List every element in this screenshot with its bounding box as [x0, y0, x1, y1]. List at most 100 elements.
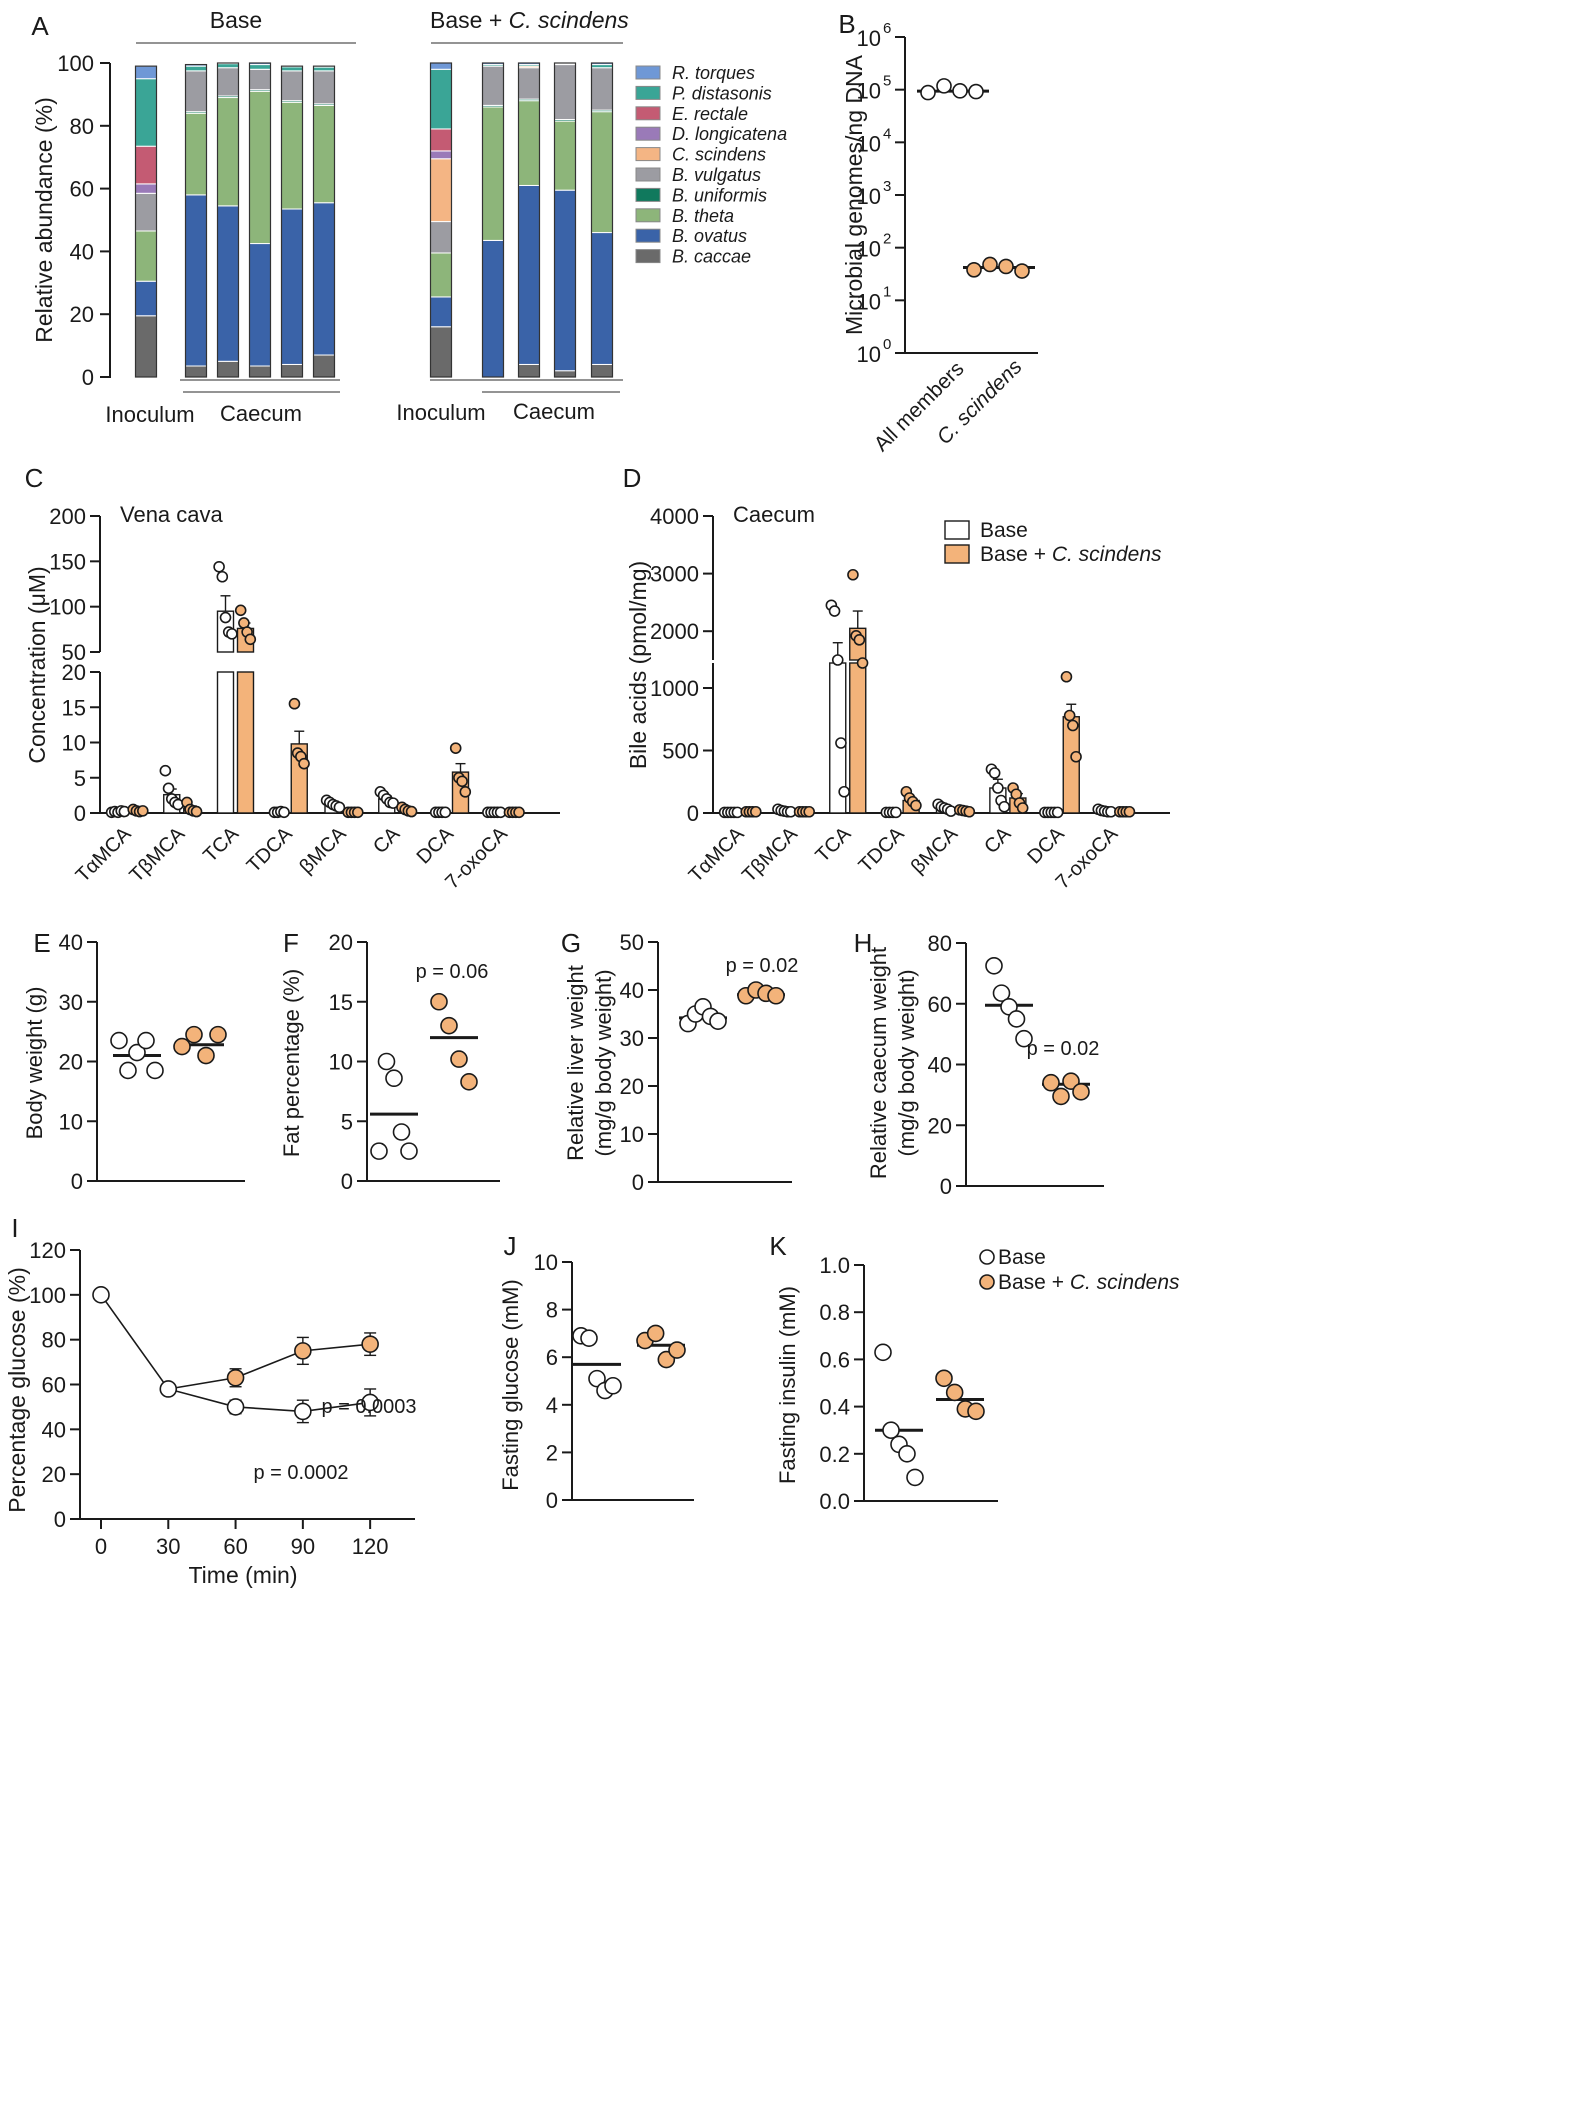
y-tick-label: 500 — [662, 739, 699, 764]
bar — [216, 671, 235, 814]
legend-swatch-d_longicatena — [635, 126, 661, 141]
y-tick-label: 50 — [62, 640, 86, 665]
bar-outline — [481, 62, 505, 378]
legend-swatch-b_ovatus — [635, 228, 661, 243]
data-point — [898, 1445, 916, 1463]
y-tick-label: 80 — [42, 1328, 66, 1353]
bar-outline — [553, 62, 577, 378]
y-tick-label: 10 — [620, 1122, 644, 1147]
data-point — [1062, 1072, 1080, 1091]
y-axis-label-h: Relative caecum weight — [866, 947, 891, 1179]
data-point — [1063, 709, 1076, 722]
bar-segment-b_ovatus — [217, 205, 239, 362]
legend-label-base-k: Base — [998, 1246, 1046, 1269]
panel-label-e: E — [33, 928, 50, 958]
x-label-caecum-cs: Caecum — [513, 399, 595, 424]
data-point — [146, 1061, 164, 1080]
data-point — [449, 742, 462, 754]
y-tick-label: 10 — [59, 1109, 83, 1134]
y-tick-label: 0 — [54, 1507, 66, 1532]
y-tick-label: 1.0 — [819, 1253, 850, 1278]
data-point — [459, 786, 472, 798]
y-tick-base-b: 10 — [857, 342, 881, 367]
bar-segment-b_ovatus — [591, 232, 613, 365]
panel-label-g: G — [561, 928, 581, 958]
panel-label-k: K — [769, 1231, 787, 1261]
bar-segment-b_theta — [135, 230, 157, 282]
bar-segment-b_caccae — [249, 365, 271, 378]
legend-swatch-b_uniformis — [635, 187, 661, 202]
y-axis-label-f: Fat percentage (%) — [279, 969, 304, 1157]
panel-label-a: A — [31, 11, 49, 41]
data-point — [173, 1037, 191, 1056]
y-tick-label: 100 — [49, 595, 86, 620]
y-tick-label: 20 — [59, 1050, 83, 1075]
y-tick-label: 150 — [49, 549, 86, 574]
data-point-i — [159, 1380, 178, 1398]
legend-label-cs-k: Base + C. scindens — [998, 1271, 1180, 1294]
x-label-inoculum-cs: Inoculum — [396, 400, 485, 425]
legend-label-cs-d-italic: C. scindens — [1052, 543, 1162, 566]
bar-segment-d_longicatena — [430, 150, 452, 160]
x-label: TβMCA — [738, 823, 802, 887]
y-tick-label-a: 40 — [70, 239, 94, 264]
y-tick-label: 50 — [620, 930, 644, 955]
bar-segment-b_theta — [518, 100, 540, 186]
data-point — [668, 1341, 686, 1359]
y-axis-label-i: Percentage glucose (%) — [4, 1267, 30, 1512]
data-point — [370, 1142, 388, 1160]
data-point — [1007, 1010, 1026, 1028]
legend-swatch-r_torques — [635, 65, 661, 80]
bar-segment-b_theta — [281, 101, 303, 210]
y-tick-label: 2000 — [650, 619, 699, 644]
bar-segment-b_caccae — [281, 363, 303, 378]
series-line-0 — [100, 1294, 371, 1413]
y-axis-label-e: Body weight (g) — [22, 987, 47, 1140]
y-tick-label: 5 — [341, 1109, 353, 1134]
bar — [849, 662, 867, 814]
bar-outline — [134, 65, 158, 378]
y-axis-label-k: Fasting insulin (mM) — [775, 1286, 800, 1484]
y-tick-label: 20 — [62, 660, 86, 685]
data-point — [882, 1421, 900, 1439]
bar-outline — [590, 62, 614, 378]
bar-segment-b_theta — [185, 112, 207, 196]
bar-outline — [429, 62, 453, 378]
y-tick-label: 5 — [74, 766, 86, 791]
legend-label-b_uniformis: B. uniformis — [672, 185, 767, 205]
y-axis-label-g: Relative liver weight — [563, 965, 588, 1161]
data-point-b — [1014, 263, 1030, 279]
y-axis-label-d: Bile acids (pmol/mg) — [625, 561, 651, 769]
y-tick-exp-b: 0 — [883, 336, 891, 353]
data-point — [234, 604, 247, 617]
bar-segment-b_theta — [430, 252, 452, 298]
data-point — [906, 1468, 924, 1487]
y-tick-label: 0.2 — [819, 1442, 850, 1467]
x-tick-label: 30 — [156, 1534, 180, 1559]
bar-segment-b_ovatus — [281, 208, 303, 365]
data-point — [128, 1043, 146, 1062]
bar-outline — [312, 65, 336, 378]
group-title-base: Base — [210, 7, 262, 33]
data-point — [405, 805, 418, 818]
x-label: TDCA — [243, 823, 298, 878]
bar-segment-b_ovatus — [185, 194, 207, 367]
data-point — [838, 785, 850, 798]
x-label: DCA — [413, 823, 459, 869]
p-value-i-2: p = 0.0003 — [321, 1396, 416, 1418]
x-label: CA — [980, 823, 1016, 859]
data-point — [890, 806, 902, 819]
data-point — [998, 800, 1011, 813]
y-tick-label: 20 — [928, 1113, 952, 1138]
bar-outline — [280, 65, 304, 378]
x-label: DCA — [1023, 823, 1069, 869]
bar-segment-b_ovatus — [554, 189, 576, 372]
y-tick-label: 40 — [928, 1053, 952, 1078]
data-point — [992, 984, 1011, 1002]
data-point — [162, 782, 175, 795]
y-tick-label: 6 — [546, 1345, 558, 1370]
y-tick-label: 3000 — [650, 562, 699, 587]
data-point-i — [294, 1402, 312, 1421]
data-point-i — [294, 1342, 312, 1360]
y-tick-label: 2 — [546, 1440, 558, 1465]
